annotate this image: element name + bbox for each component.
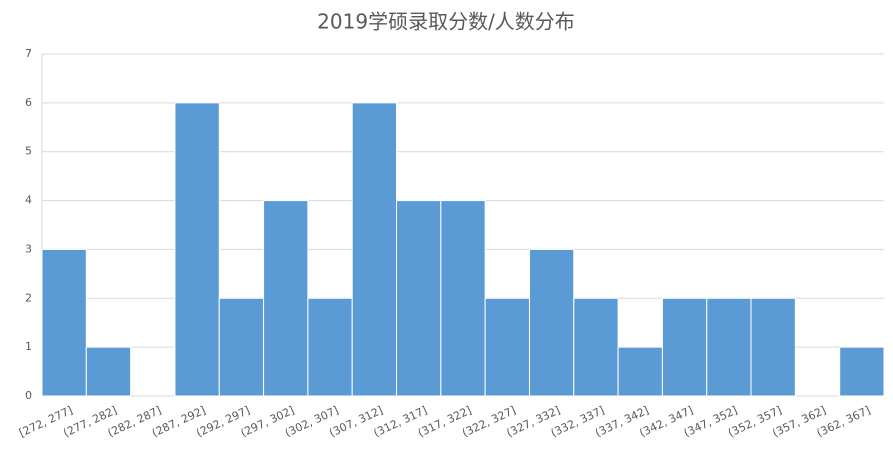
y-tick-label: 3 [25, 242, 32, 255]
y-tick-label: 4 [25, 194, 32, 207]
bar [750, 297, 796, 397]
chart-title: 2019学硕录取分数/人数分布 [317, 10, 575, 34]
bar [528, 248, 575, 397]
y-tick-label: 0 [25, 389, 32, 402]
bar [706, 297, 752, 397]
bar [617, 346, 663, 397]
bar [85, 346, 132, 397]
bar [218, 297, 265, 397]
y-tick-label: 7 [25, 47, 32, 60]
y-tick-label: 1 [25, 340, 32, 353]
y-tick-label: 6 [25, 96, 32, 109]
bar [41, 248, 87, 397]
bar [396, 200, 442, 397]
y-tick-label: 2 [25, 291, 32, 304]
bar [661, 297, 708, 397]
bar [573, 297, 619, 397]
bar [484, 297, 530, 397]
bar [839, 346, 885, 397]
bar [263, 200, 309, 397]
bar [351, 102, 398, 397]
y-tick-label: 5 [25, 145, 32, 158]
bar [174, 102, 220, 397]
bar [307, 297, 353, 397]
bar [440, 200, 486, 397]
